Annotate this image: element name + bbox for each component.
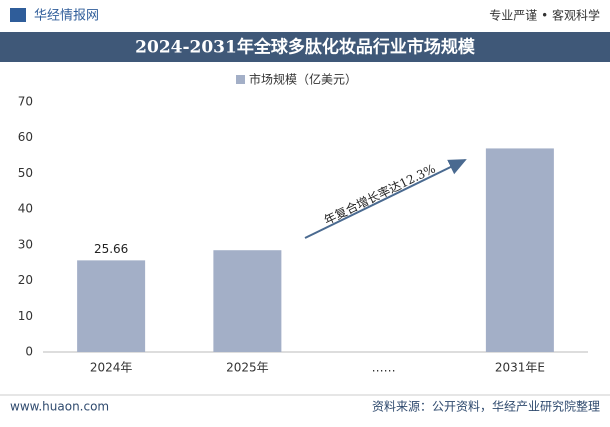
y-tick-label: 30 xyxy=(18,237,33,251)
y-tick-label: 20 xyxy=(18,273,33,287)
x-tick-label: 2031年E xyxy=(495,361,545,375)
annotation: 年复合增长率达12.3% xyxy=(321,161,437,228)
slogan: 专业严谨 • 客观科学 xyxy=(489,8,600,23)
legend-label: 市场规模（亿美元） xyxy=(249,72,357,87)
x-tick-label: …… xyxy=(372,361,396,375)
y-tick-label: 40 xyxy=(18,202,33,216)
growth-arrow xyxy=(304,159,467,239)
source: 资料来源：公开资料，华经产业研究院整理 xyxy=(372,399,600,414)
bar xyxy=(485,148,554,352)
x-tick-label: 2024年 xyxy=(90,361,133,375)
logo xyxy=(10,8,26,22)
bar xyxy=(77,260,146,352)
chart-title: 2024-2031年全球多肽化妆品行业市场规模 xyxy=(135,37,476,58)
website: www.huaon.com xyxy=(10,400,109,414)
y-tick-label: 70 xyxy=(18,95,33,109)
y-tick-label: 60 xyxy=(18,130,33,144)
legend-swatch xyxy=(236,75,245,84)
x-tick-label: 2025年 xyxy=(226,361,269,375)
y-tick-label: 0 xyxy=(25,345,33,359)
data-label: 25.66 xyxy=(94,242,128,256)
y-tick-label: 50 xyxy=(18,166,33,180)
bar xyxy=(213,250,282,352)
y-tick-label: 10 xyxy=(18,309,33,323)
brand: 华经情报网 xyxy=(34,9,99,24)
title-bar xyxy=(0,32,610,62)
